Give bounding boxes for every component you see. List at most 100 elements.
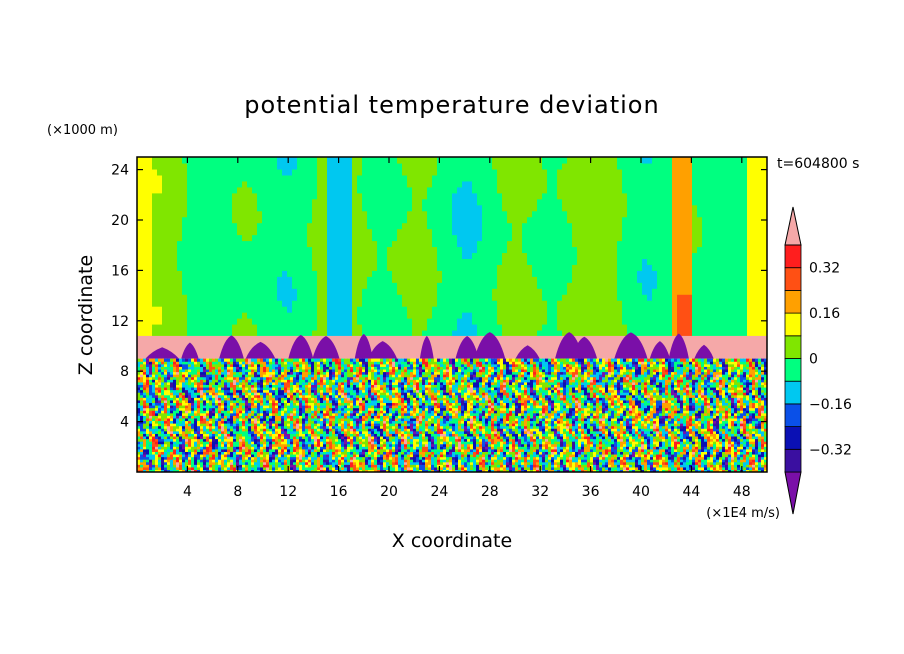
field-cell (207, 270, 213, 277)
field-cell (152, 282, 158, 289)
field-cell (272, 162, 278, 170)
field-cell (267, 312, 273, 319)
field-cell (747, 258, 753, 265)
field-cell (532, 228, 538, 236)
field-cell (173, 376, 177, 380)
field-cell (217, 306, 223, 313)
field-cell (602, 264, 608, 271)
field-cell (262, 318, 268, 325)
field-cell (702, 246, 708, 254)
field-cell (362, 204, 368, 212)
field-cell (372, 329, 378, 337)
field-cell (191, 363, 195, 367)
field-cell (692, 204, 698, 212)
field-cell (147, 186, 153, 194)
field-cell (172, 222, 178, 230)
field-cell (402, 276, 408, 283)
field-cell (167, 228, 173, 236)
field-cell (507, 162, 513, 170)
field-cell (179, 433, 183, 437)
field-cell (587, 300, 593, 307)
field-cell (247, 246, 253, 254)
field-cell (487, 312, 493, 319)
field-cell (267, 282, 273, 289)
field-cell (372, 157, 378, 164)
field-cell (722, 294, 728, 301)
field-cell (377, 329, 383, 337)
field-cell (662, 282, 668, 289)
field-cell (607, 270, 613, 277)
field-cell (452, 282, 458, 289)
field-cell (212, 258, 218, 265)
field-cell (497, 168, 503, 176)
field-cell (472, 306, 478, 313)
field-cell (697, 204, 703, 212)
field-cell (173, 392, 177, 396)
field-cell (487, 264, 493, 271)
field-cell (692, 180, 698, 188)
field-cell (203, 371, 207, 375)
field-cell (188, 415, 192, 419)
field-cell (137, 448, 141, 452)
field-cell (252, 162, 258, 170)
field-cell (707, 258, 713, 265)
field-cell (472, 204, 478, 212)
field-cell (194, 451, 198, 455)
field-cell (642, 264, 648, 271)
field-cell (472, 174, 478, 182)
field-cell (137, 392, 141, 396)
field-cell (667, 168, 673, 176)
field-cell (215, 366, 219, 370)
field-cell (642, 270, 648, 277)
field-cell (512, 204, 518, 212)
field-cell (537, 198, 543, 206)
field-cell (597, 246, 603, 254)
field-cell (167, 366, 171, 370)
field-cell (200, 410, 204, 414)
field-cell (188, 376, 192, 380)
field-cell (697, 198, 703, 206)
field-cell (155, 459, 159, 463)
field-cell (322, 186, 328, 194)
field-cell (587, 222, 593, 230)
field-cell (662, 168, 668, 176)
field-cell (207, 204, 213, 212)
field-cell (692, 186, 698, 194)
field-cell (192, 294, 198, 301)
field-cell (137, 433, 141, 437)
field-cell (727, 329, 733, 337)
field-cell (652, 246, 658, 254)
field-cell (167, 234, 173, 242)
field-cell (187, 252, 193, 259)
field-cell (372, 240, 378, 248)
field-cell (392, 168, 398, 176)
field-cell (287, 306, 293, 313)
field-cell (467, 300, 473, 307)
field-cell (227, 258, 233, 265)
field-cell (667, 312, 673, 319)
field-cell (417, 240, 423, 248)
field-cell (682, 186, 688, 194)
field-cell (347, 282, 353, 289)
field-cell (372, 180, 378, 188)
field-cell (222, 246, 228, 254)
field-cell (747, 198, 753, 206)
field-cell (717, 312, 723, 319)
field-cell (387, 306, 393, 313)
field-cell (212, 312, 218, 319)
field-cell (527, 264, 533, 271)
field-cell (143, 438, 147, 442)
field-cell (612, 318, 618, 325)
field-cell (167, 399, 171, 404)
field-cell (209, 361, 213, 365)
field-cell (287, 264, 293, 271)
field-cell (682, 210, 688, 218)
field-cell (188, 441, 192, 445)
field-cell (417, 276, 423, 283)
field-cell (237, 312, 243, 319)
field-cell (397, 240, 403, 248)
field-cell (557, 228, 563, 236)
field-cell (732, 318, 738, 325)
field-cell (577, 300, 583, 307)
field-cell (672, 264, 678, 271)
